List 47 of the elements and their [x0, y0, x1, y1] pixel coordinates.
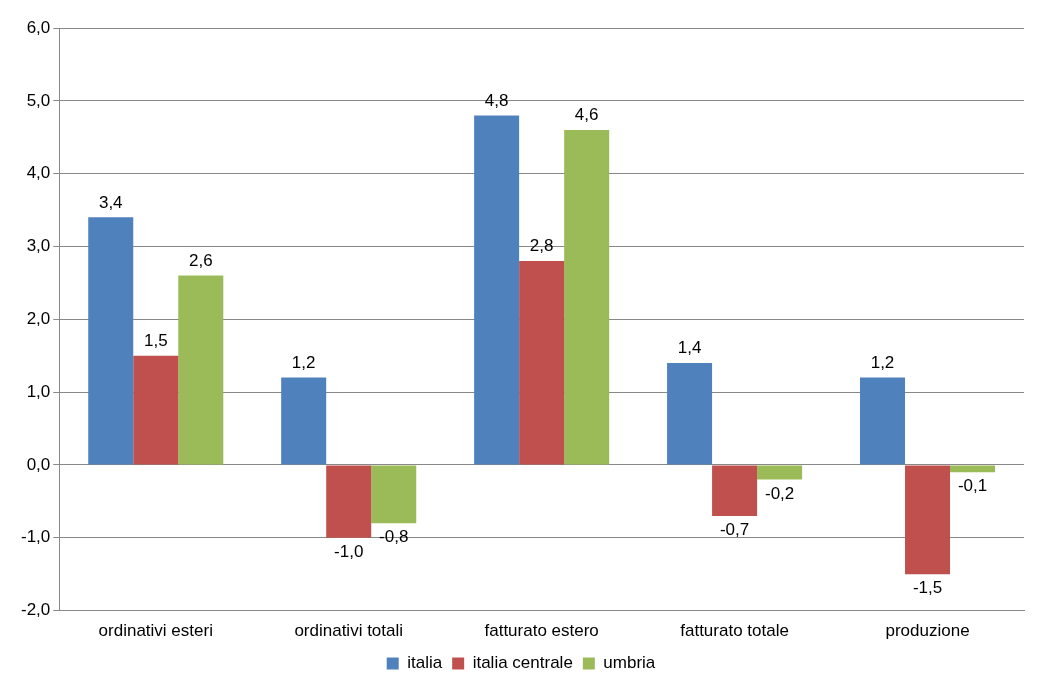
y-tick-label: 3,0	[26, 236, 51, 256]
bar	[133, 355, 179, 465]
y-tick-label: -2,0	[21, 600, 51, 620]
bar	[860, 377, 906, 465]
data-label: 4,6	[574, 105, 599, 125]
data-label: 1,5	[143, 330, 168, 350]
data-label: 2,8	[529, 236, 554, 256]
bar	[757, 465, 803, 480]
bar	[564, 129, 610, 465]
data-label: 4,8	[484, 90, 509, 110]
data-label: 1,4	[677, 338, 702, 358]
x-tick-label: ordinativi totali	[294, 621, 404, 641]
data-label: -1,5	[912, 578, 943, 598]
bar	[281, 377, 327, 465]
y-tick-label: 1,0	[26, 381, 51, 401]
legend-label: umbria	[603, 653, 656, 673]
y-tick-label: -1,0	[21, 527, 51, 547]
bar	[712, 465, 758, 516]
bar	[667, 363, 713, 465]
data-label: -0,1	[957, 476, 988, 496]
data-label: 2,6	[188, 250, 213, 270]
data-label: -0,2	[764, 483, 795, 503]
x-tick-label: fatturato estero	[484, 621, 599, 641]
y-tick-label: 2,0	[26, 308, 51, 328]
bar	[519, 261, 565, 465]
y-tick-label: 4,0	[26, 163, 51, 183]
x-tick-label: ordinativi esteri	[98, 621, 213, 641]
data-label: 1,2	[291, 352, 316, 372]
legend-label: italia	[407, 653, 443, 673]
legend-label: italia centrale	[472, 653, 573, 673]
bar	[905, 465, 951, 575]
data-label: -1,0	[334, 541, 364, 561]
y-tick-label: 0,0	[26, 454, 51, 474]
data-label: 1,2	[870, 352, 895, 372]
data-label: -0,7	[719, 520, 750, 540]
bar	[950, 465, 996, 473]
bar	[326, 465, 372, 538]
x-tick-label: fatturato totale	[680, 621, 789, 641]
bar	[371, 465, 417, 524]
y-tick-label: 6,0	[26, 17, 51, 37]
bar	[88, 217, 134, 465]
data-label: -0,8	[379, 527, 409, 547]
data-label: 3,4	[98, 192, 123, 212]
x-tick-label: produzione	[885, 621, 970, 641]
y-tick-label: 5,0	[26, 90, 51, 110]
bar	[178, 275, 224, 465]
bar	[474, 115, 520, 465]
